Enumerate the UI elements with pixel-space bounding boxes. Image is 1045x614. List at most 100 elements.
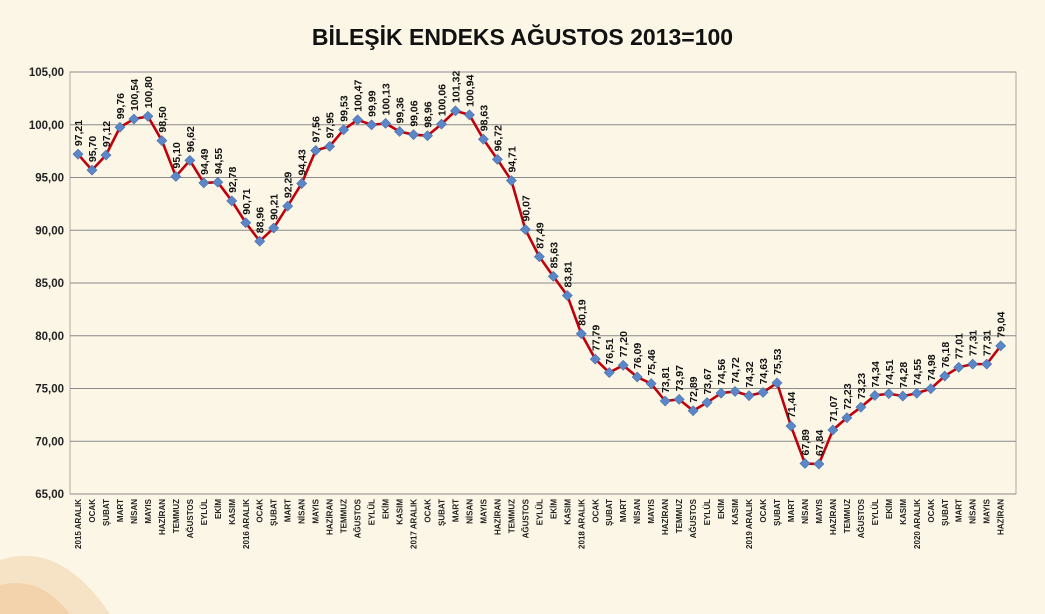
x-tick-label: MAYIS bbox=[144, 498, 153, 523]
x-tick-label: MAYIS bbox=[647, 498, 656, 523]
data-point bbox=[729, 386, 741, 397]
data-point bbox=[450, 105, 461, 117]
x-tick-label: ŞUBAT bbox=[102, 499, 111, 526]
data-label: 77,31 bbox=[968, 330, 980, 356]
x-tick-label: TEMMUZ bbox=[172, 499, 181, 533]
x-tick-label: MAYIS bbox=[479, 498, 488, 523]
x-tick-label: MART bbox=[955, 499, 964, 522]
data-label: 100,94 bbox=[464, 75, 476, 107]
x-tick-label: 2015 ARALIK bbox=[74, 499, 83, 549]
x-tick-label: EKİM bbox=[214, 499, 223, 519]
data-point bbox=[268, 222, 280, 234]
x-tick-label: AĞUSTOS bbox=[354, 498, 363, 538]
data-point bbox=[659, 395, 671, 407]
x-tick-label: HAZİRAN bbox=[829, 499, 838, 535]
data-point bbox=[338, 124, 350, 136]
data-label: 99,99 bbox=[367, 90, 379, 116]
x-tick-label: OCAK bbox=[591, 499, 600, 523]
data-point bbox=[128, 113, 140, 125]
data-point bbox=[701, 397, 713, 408]
y-tick-label: 105,00 bbox=[29, 67, 64, 79]
y-tick-label: 85,00 bbox=[35, 278, 64, 290]
x-tick-label: OCAK bbox=[927, 499, 936, 523]
data-label: 76,09 bbox=[632, 343, 644, 369]
data-label: 77,20 bbox=[618, 331, 630, 357]
data-label: 94,43 bbox=[297, 149, 309, 175]
data-point bbox=[464, 109, 475, 121]
x-tick-label: AĞUSTOS bbox=[689, 498, 698, 538]
data-point bbox=[142, 110, 154, 122]
data-label: 97,95 bbox=[325, 112, 337, 138]
x-tick-label: MART bbox=[787, 499, 796, 522]
data-point bbox=[547, 270, 559, 282]
data-point bbox=[855, 401, 867, 413]
x-tick-label: MART bbox=[284, 499, 293, 522]
data-point bbox=[198, 177, 210, 189]
x-tick-label: ŞUBAT bbox=[437, 499, 446, 526]
x-tick-label: NİSAN bbox=[465, 499, 474, 524]
data-point bbox=[911, 387, 923, 399]
x-tick-label: EYLÜL bbox=[871, 499, 880, 525]
data-point bbox=[771, 377, 783, 389]
data-point bbox=[939, 370, 951, 382]
data-point bbox=[408, 129, 419, 141]
y-tick-label: 80,00 bbox=[35, 331, 64, 343]
x-tick-label: MART bbox=[451, 499, 460, 522]
x-tick-label: 2018 ARALIK bbox=[577, 499, 586, 549]
data-point bbox=[86, 164, 98, 176]
data-point bbox=[212, 176, 224, 188]
data-label: 94,55 bbox=[213, 148, 225, 174]
data-point bbox=[114, 121, 126, 133]
data-point bbox=[827, 424, 839, 436]
data-label: 67,89 bbox=[800, 429, 812, 455]
y-tick-label: 75,00 bbox=[35, 384, 64, 396]
x-tick-label: HAZİRAN bbox=[493, 499, 502, 535]
x-tick-label: OCAK bbox=[759, 499, 768, 523]
data-point bbox=[296, 178, 308, 189]
data-point bbox=[156, 135, 168, 146]
data-point bbox=[366, 119, 378, 131]
y-tick-label: 100,00 bbox=[29, 120, 64, 132]
x-tick-label: AĞUSTOS bbox=[857, 498, 866, 538]
data-label: 95,10 bbox=[171, 142, 183, 168]
data-label: 88,96 bbox=[255, 207, 267, 233]
data-label: 94,49 bbox=[199, 148, 211, 174]
x-tick-label: KASIM bbox=[731, 499, 740, 525]
data-label: 97,12 bbox=[101, 121, 113, 147]
data-label: 74,63 bbox=[758, 358, 770, 384]
data-label: 67,84 bbox=[814, 430, 826, 456]
data-label: 100,80 bbox=[143, 76, 155, 108]
data-label: 76,18 bbox=[940, 342, 952, 368]
x-tick-label: ŞUBAT bbox=[941, 499, 950, 526]
data-label: 90,71 bbox=[241, 188, 253, 214]
data-point bbox=[170, 171, 182, 182]
x-tick-label: TEMMUZ bbox=[675, 499, 684, 533]
data-point bbox=[883, 388, 895, 400]
data-label: 100,54 bbox=[129, 79, 141, 111]
x-tick-label: MAYIS bbox=[312, 498, 321, 523]
data-label: 92,78 bbox=[227, 166, 239, 192]
data-point bbox=[673, 393, 685, 405]
x-tick-label: TEMMUZ bbox=[507, 499, 516, 533]
data-point bbox=[715, 387, 727, 399]
x-tick-label: NİSAN bbox=[633, 499, 642, 524]
data-point bbox=[394, 126, 405, 137]
y-tick-label: 65,00 bbox=[35, 489, 64, 501]
data-point bbox=[533, 251, 545, 263]
data-label: 72,89 bbox=[688, 376, 700, 402]
x-tick-label: OCAK bbox=[424, 499, 433, 523]
data-label: 74,28 bbox=[898, 362, 910, 388]
x-tick-label: ŞUBAT bbox=[270, 499, 279, 526]
data-label: 99,76 bbox=[115, 93, 127, 119]
x-tick-label: EKİM bbox=[549, 499, 558, 519]
y-tick-label: 90,00 bbox=[35, 225, 64, 237]
data-label: 73,81 bbox=[660, 367, 672, 393]
data-label: 79,04 bbox=[996, 311, 1008, 337]
x-tick-label: MAYIS bbox=[815, 498, 824, 523]
x-tick-label: HAZİRAN bbox=[326, 499, 335, 535]
data-point bbox=[477, 133, 489, 145]
data-label: 96,72 bbox=[492, 125, 504, 151]
data-point bbox=[617, 359, 629, 371]
data-point bbox=[869, 390, 881, 401]
